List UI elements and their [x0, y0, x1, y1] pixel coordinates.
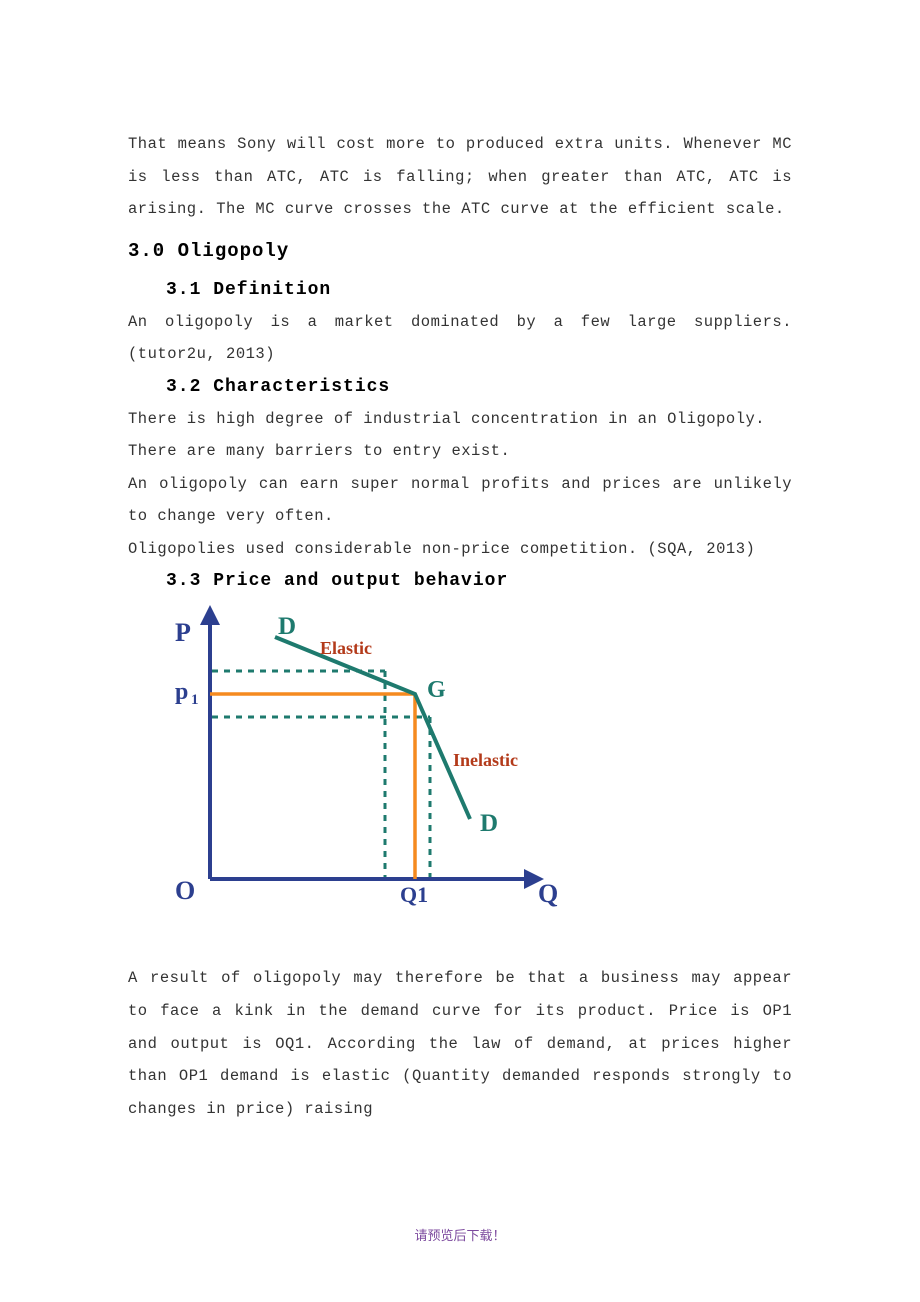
svg-text:Q: Q [538, 879, 558, 908]
document-page: That means Sony will cost more to produc… [0, 0, 920, 1125]
svg-text:D: D [278, 613, 296, 640]
heading-3-0: 3.0 Oligopoly [128, 240, 792, 262]
chart-svg: Pp1 O Q Q1 D D G Elastic Inelastic [160, 599, 560, 929]
svg-text:D: D [480, 810, 498, 837]
heading-3-3: 3.3 Price and output behavior [166, 571, 792, 591]
definition-text: An oligopoly is a market dominated by a … [128, 306, 792, 371]
svg-text:P: P [175, 618, 191, 647]
page-footer: 请预览后下载！ [0, 1225, 920, 1244]
intro-paragraph: That means Sony will cost more to produc… [128, 128, 792, 226]
svg-text:O: O [175, 876, 195, 905]
svg-text:Q1: Q1 [400, 882, 428, 907]
svg-text:Elastic: Elastic [320, 638, 372, 658]
kinked-demand-chart: Pp1 O Q Q1 D D G Elastic Inelastic [160, 599, 792, 934]
char-line-3: An oligopoly can earn super normal profi… [128, 468, 792, 533]
char-line-2: There are many barriers to entry exist. [128, 435, 792, 468]
svg-text:p1: p1 [175, 679, 199, 708]
char-line-4: Oligopolies used considerable non-price … [128, 533, 792, 566]
char-line-1: There is high degree of industrial conce… [128, 403, 792, 436]
behavior-text: A result of oligopoly may therefore be t… [128, 962, 792, 1125]
svg-text:G: G [427, 677, 446, 703]
svg-text:Inelastic: Inelastic [453, 750, 518, 770]
heading-3-1: 3.1 Definition [166, 280, 792, 300]
heading-3-2: 3.2 Characteristics [166, 377, 792, 397]
